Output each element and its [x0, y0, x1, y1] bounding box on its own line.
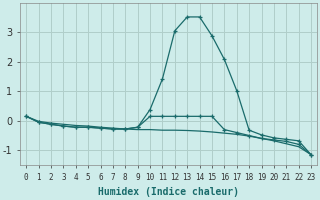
X-axis label: Humidex (Indice chaleur): Humidex (Indice chaleur) [98, 187, 239, 197]
